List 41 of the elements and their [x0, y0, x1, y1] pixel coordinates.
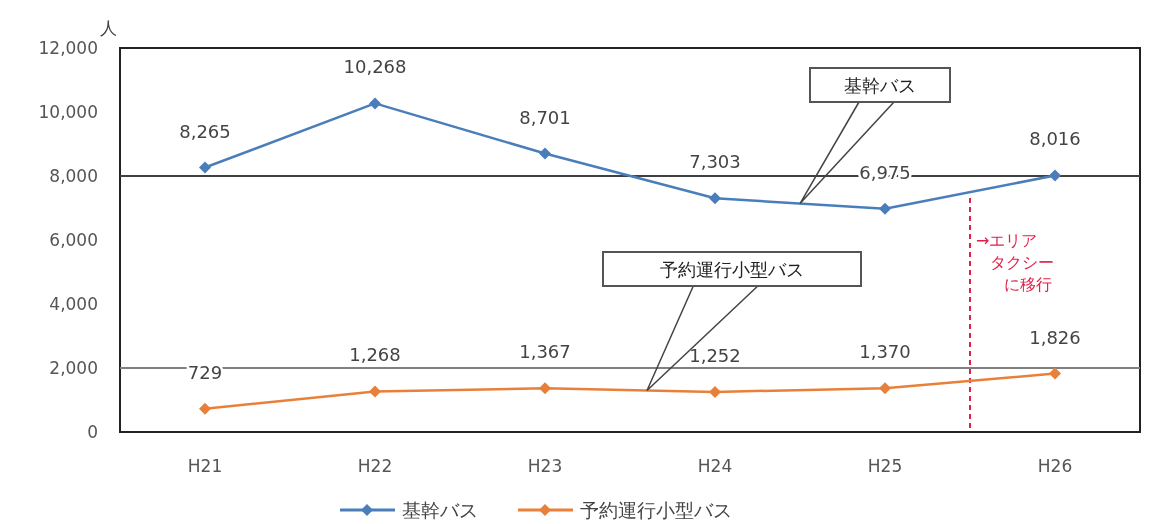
y-tick-label: 0: [87, 422, 98, 442]
point: [879, 382, 891, 395]
point: [1049, 367, 1061, 380]
point: [709, 192, 721, 205]
legend-label: 基幹バス: [402, 499, 478, 521]
point: [709, 385, 721, 398]
y-tick-label: 2,000: [49, 358, 98, 378]
point: [369, 97, 381, 110]
point: [539, 147, 551, 160]
text: 10,268: [343, 56, 407, 78]
text: 1,367: [519, 341, 571, 363]
y-axis-title: 人: [99, 18, 117, 38]
text: 1,268: [349, 344, 401, 366]
y-tick-label: 6,000: [49, 230, 98, 250]
x-tick-label: H21: [187, 456, 223, 476]
x-tick-label: H24: [697, 456, 733, 476]
point: [539, 382, 551, 395]
text: 8,265: [179, 120, 231, 142]
text: 7,303: [689, 151, 741, 173]
text: 1,252: [689, 344, 741, 366]
annotation: 基幹バス: [844, 75, 916, 96]
point: [879, 202, 891, 215]
text: 1,826: [1029, 326, 1081, 348]
point: [1049, 169, 1061, 182]
x-tick-label: H23: [527, 456, 563, 476]
text: 1,370: [859, 341, 911, 363]
text: 8,701: [519, 106, 571, 128]
x-tick-label: H26: [1037, 456, 1073, 476]
x-tick-label: H22: [357, 456, 393, 476]
y-tick-label: 8,000: [49, 166, 98, 186]
point: [369, 385, 381, 398]
y-tick-label: 12,000: [38, 38, 98, 58]
y-tick-label: 4,000: [49, 294, 98, 314]
annotation: 予約運行小型バス: [660, 259, 804, 280]
point: [199, 402, 211, 415]
point: [199, 161, 211, 174]
text: 8,016: [1029, 128, 1081, 150]
legend-label: 予約運行小型バス: [580, 499, 732, 521]
annotation: →エリアタクシーに移行: [976, 231, 1054, 294]
y-tick-label: 10,000: [38, 102, 98, 122]
x-tick-label: H25: [867, 456, 903, 476]
